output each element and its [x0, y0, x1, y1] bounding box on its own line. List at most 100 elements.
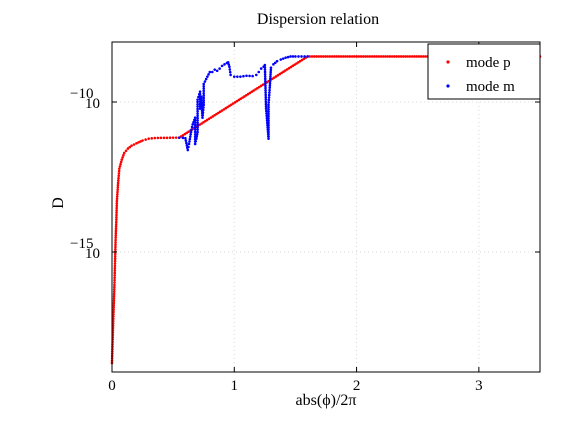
x-tick-label: 2: [353, 378, 361, 394]
data-point: [202, 101, 206, 104]
series-mode-m: [177, 55, 309, 152]
data-point: [188, 140, 191, 143]
data-point: [267, 119, 270, 122]
x-tick-label: 1: [231, 378, 239, 394]
data-point: [165, 136, 169, 140]
data-point: [279, 58, 283, 61]
data-point: [205, 118, 209, 122]
x-tick-label: 0: [108, 378, 116, 394]
data-point: [201, 111, 205, 114]
data-point: [263, 68, 267, 71]
legend-marker-mode-m: [446, 84, 450, 88]
data-point: [196, 123, 199, 127]
data-point: [263, 72, 267, 76]
data-point: [114, 241, 117, 244]
data-point: [267, 135, 270, 138]
data-point: [117, 174, 121, 178]
data-point: [264, 98, 268, 101]
data-point: [195, 137, 198, 140]
data-point: [195, 132, 199, 136]
data-point: [181, 136, 185, 140]
data-point: [359, 55, 363, 58]
data-point: [196, 128, 199, 131]
data-point: [207, 73, 210, 76]
data-point: [276, 73, 280, 77]
grid: [111, 42, 540, 372]
data-point: [198, 123, 202, 126]
data-point: [112, 312, 115, 316]
data-point: [263, 70, 267, 74]
data-point: [171, 136, 175, 139]
data-point: [200, 102, 203, 106]
data-point: [263, 66, 267, 69]
data-point: [281, 57, 285, 60]
data-point: [243, 95, 246, 98]
data-point: [193, 118, 197, 122]
data-point: [213, 68, 217, 71]
data-point: [114, 227, 118, 231]
data-point: [294, 55, 297, 58]
data-point: [115, 216, 118, 219]
data-point: [324, 55, 327, 58]
data-point: [313, 55, 316, 58]
axis-ticks: [111, 42, 540, 372]
data-point: [115, 197, 119, 201]
data-point: [115, 213, 118, 217]
data-point: [113, 278, 116, 282]
data-point: [285, 68, 289, 71]
data-point: [308, 55, 312, 58]
data-point: [271, 77, 274, 81]
data-point: [373, 55, 376, 58]
data-point: [117, 176, 120, 180]
data-point: [267, 123, 270, 127]
data-point: [196, 130, 199, 134]
data-point: [381, 55, 385, 58]
data-point: [337, 55, 341, 58]
data-point: [293, 63, 296, 66]
data-point: [273, 61, 277, 65]
data-point: [115, 199, 119, 203]
data-point: [194, 139, 198, 143]
data-point: [202, 96, 206, 100]
data-point: [112, 290, 116, 293]
data-point: [233, 101, 237, 104]
data-point: [179, 135, 183, 138]
data-point: [268, 81, 272, 85]
data-point: [267, 130, 270, 134]
data-point: [193, 133, 197, 136]
data-point: [112, 306, 115, 309]
data-point: [200, 122, 203, 125]
data-point: [113, 281, 116, 284]
data-point: [196, 114, 199, 118]
data-point: [237, 98, 241, 102]
data-point: [267, 105, 270, 109]
data-point: [259, 67, 263, 70]
data-point: [269, 70, 272, 74]
data-point: [196, 119, 199, 122]
data-point: [306, 55, 309, 58]
data-point: [339, 55, 343, 58]
data-point: [113, 257, 117, 260]
data-point: [228, 70, 232, 74]
data-point: [295, 62, 298, 65]
data-point: [120, 158, 124, 161]
data-point: [267, 114, 270, 118]
data-point: [112, 299, 116, 303]
data-point: [111, 317, 115, 321]
data-point: [232, 75, 236, 78]
data-point: [284, 69, 287, 72]
data-point: [150, 137, 154, 140]
data-point: [267, 108, 270, 111]
data-point: [168, 136, 172, 140]
data-point: [144, 138, 147, 141]
data-point: [201, 108, 205, 112]
data-point: [112, 303, 116, 307]
data-point: [189, 133, 192, 136]
data-point: [264, 100, 268, 104]
data-point: [181, 133, 185, 137]
data-point: [264, 89, 267, 92]
data-point: [417, 55, 421, 58]
data-point: [113, 252, 117, 256]
data-point: [116, 188, 119, 192]
